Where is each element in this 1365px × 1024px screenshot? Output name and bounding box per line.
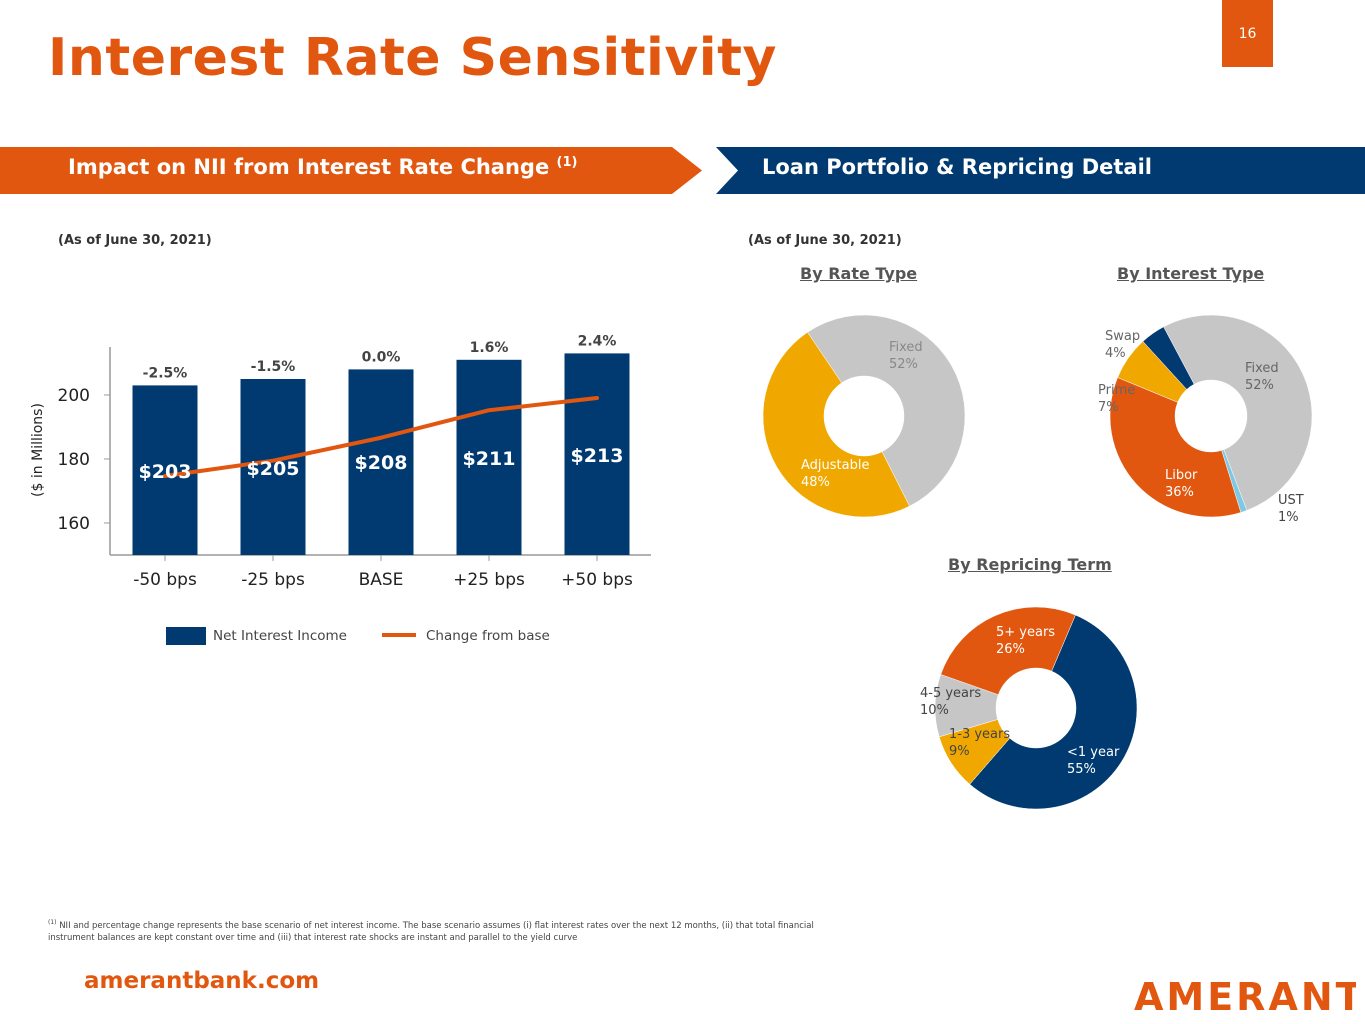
x-tick-label: -50 bps [133, 570, 197, 590]
legend-label-nii: Net Interest Income [213, 628, 347, 644]
left-header-footnote-ref: (1) [556, 155, 578, 170]
y-tick-label: 180 [58, 450, 90, 470]
left-section-banner [0, 147, 702, 194]
right-section-banner [716, 147, 1365, 194]
legend-swatch-nii [166, 627, 206, 645]
slice-pct-label: 26% [996, 642, 1025, 657]
donut-slice-5-years [940, 606, 1076, 696]
nii-bar [132, 385, 198, 555]
rate-type-donut: Fixed 52% Adjustable 48% [762, 314, 966, 518]
left-as-of-date: (As of June 30, 2021) [58, 233, 212, 248]
rate-type-title: By Rate Type [800, 264, 918, 283]
x-tick-label: +25 bps [453, 570, 525, 590]
legend-label-change: Change from base [426, 628, 550, 644]
page-title: Interest Rate Sensitivity [48, 28, 777, 88]
donut-slice-adjustable [762, 331, 910, 518]
slice-pct-label: 36% [1165, 485, 1194, 500]
logo-text: AMERANT [1134, 975, 1356, 1014]
nii-value-label: $213 [571, 445, 624, 467]
change-pct-label: -1.5% [251, 359, 296, 375]
slice-pct-label: 7% [1098, 400, 1119, 415]
slice-label: Prime [1098, 383, 1135, 398]
slice-label: Swap [1105, 329, 1140, 344]
interest-type-donut: Fixed 52% UST 1% Libor 36% Prime 7% Swap 4% [1098, 314, 1313, 525]
slice-pct-label: 9% [949, 744, 970, 759]
slice-pct-label: 55% [1067, 762, 1096, 777]
donut-slice-swap [1142, 326, 1195, 390]
change-pct-label: -2.5% [143, 365, 188, 381]
nii-bar [240, 379, 306, 555]
nii-bar [348, 369, 414, 555]
slice-pct-label: 52% [889, 357, 918, 372]
left-header-text: Impact on NII from Interest Rate Change [68, 155, 550, 179]
y-tick-label: 200 [58, 386, 90, 406]
slice-label: Libor [1165, 468, 1198, 483]
slice-label: 4-5 years [920, 686, 981, 701]
slice-label: Fixed [889, 340, 923, 355]
interest-type-title: By Interest Type [1117, 264, 1265, 283]
page-number: 16 [1222, 0, 1273, 67]
footnote: (1) NII and percentage change represents… [48, 917, 818, 944]
slice-label: <1 year [1067, 745, 1120, 760]
left-section-header: Impact on NII from Interest Rate Change … [68, 155, 577, 179]
nii-value-label: $208 [355, 452, 408, 474]
repricing-term-title: By Repricing Term [948, 555, 1112, 574]
slice-label: Fixed [1245, 361, 1279, 376]
amerant-logo: AMERANT [1134, 975, 1356, 1014]
right-section-header: Loan Portfolio & Repricing Detail [762, 155, 1152, 179]
nii-value-label: $205 [247, 458, 300, 480]
change-from-base-line [163, 396, 599, 478]
nii-bar-chart: 160 180 200 ($ in Millions) -50 bps -2.5% -25 … [30, 333, 651, 645]
donut-slice-libor [1109, 377, 1242, 518]
right-as-of-date: (As of June 30, 2021) [748, 233, 902, 248]
repricing-term-donut: <1 year 55% 1-3 years 9% 4-5 years 10% 5+ year… [920, 606, 1138, 810]
change-pct-label: 1.6% [470, 340, 509, 356]
donut-slice-fixed [1163, 314, 1313, 511]
slice-pct-label: 1% [1278, 510, 1299, 525]
donut-slice-fixed [807, 314, 966, 507]
slice-label: 1-3 years [949, 727, 1010, 742]
nii-value-label: $211 [463, 448, 516, 470]
nii-bar [564, 353, 630, 555]
slice-label: UST [1278, 493, 1304, 508]
nii-bar [456, 359, 522, 555]
change-pct-label: 0.0% [362, 349, 401, 365]
footnote-marker: (1) [48, 919, 57, 926]
y-tick-label: 160 [58, 514, 90, 534]
slice-pct-label: 48% [801, 475, 830, 490]
slice-pct-label: 52% [1245, 378, 1274, 393]
slice-label: Adjustable [801, 458, 869, 473]
footnote-text: NII and percentage change represents the… [48, 920, 814, 943]
x-tick-label: -25 bps [241, 570, 305, 590]
y-axis-label: ($ in Millions) [30, 403, 46, 497]
change-pct-label: 2.4% [578, 333, 617, 349]
slice-pct-label: 4% [1105, 346, 1126, 361]
nii-value-label: $203 [139, 461, 192, 483]
slice-label: 5+ years [996, 625, 1055, 640]
slice-pct-label: 10% [920, 703, 949, 718]
x-tick-label: +50 bps [561, 570, 633, 590]
website-link[interactable]: amerantbank.com [84, 968, 320, 994]
x-tick-label: BASE [359, 570, 404, 590]
